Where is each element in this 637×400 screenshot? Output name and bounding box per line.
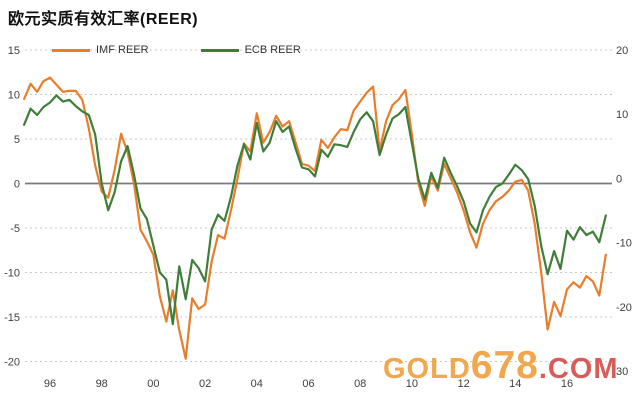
x-axis-tick-label: 14 (509, 378, 521, 390)
ecb-reer-line (23, 94, 607, 326)
right-axis-tick-label: -10 (616, 238, 632, 250)
right-axis-tick-label: -20 (616, 302, 632, 314)
x-axis-tick-label: 12 (457, 378, 469, 390)
legend-item-imf: IMF REER (52, 44, 149, 56)
left-axis-tick-label: -10 (4, 268, 20, 280)
legend-label-ecb: ECB REER (244, 44, 301, 56)
x-axis-tick-label: 00 (147, 378, 159, 390)
left-axis-tick-label: -5 (10, 223, 20, 235)
left-axis-tick-label: -20 (4, 357, 20, 369)
x-axis-tick-label: 98 (96, 378, 108, 390)
right-axis-tick-label: 20 (616, 45, 628, 57)
legend-label-imf: IMF REER (96, 44, 149, 56)
ecb-line-swatch (200, 48, 239, 52)
watermark-gold: GOLD (383, 353, 471, 385)
watermark-number: 678 (470, 344, 539, 387)
legend-item-ecb: ECB REER (200, 44, 301, 56)
page-title: 欧元实质有效汇率(REER) (8, 11, 199, 28)
x-axis-tick-label: 02 (199, 378, 211, 390)
left-axis-tick-label: -15 (4, 312, 20, 324)
watermark-com: .COM (538, 353, 619, 385)
x-axis-tick-label: 96 (44, 378, 56, 390)
x-axis-tick-label: 16 (561, 378, 573, 390)
left-axis-tick-label: 0 (14, 179, 20, 191)
chart-legend: IMF REER ECB REER (52, 44, 301, 56)
right-axis-tick-label: 10 (616, 109, 628, 121)
left-axis-tick-label: 5 (14, 134, 20, 146)
left-axis-tick-label: 15 (8, 45, 20, 57)
right-axis-tick-label: 30 (616, 366, 628, 378)
imf-line-swatch (52, 48, 90, 52)
x-axis-tick-label: 08 (354, 378, 366, 390)
watermark: GOLD 678 .COM (383, 344, 619, 388)
x-axis-tick-label: 06 (302, 378, 314, 390)
imf-reer-line (23, 76, 607, 360)
left-axis-tick-label: 10 (8, 90, 20, 102)
x-axis-tick-label: 04 (251, 378, 263, 390)
x-axis-tick-label: 10 (406, 378, 418, 390)
right-axis-tick-label: 0 (616, 173, 622, 185)
